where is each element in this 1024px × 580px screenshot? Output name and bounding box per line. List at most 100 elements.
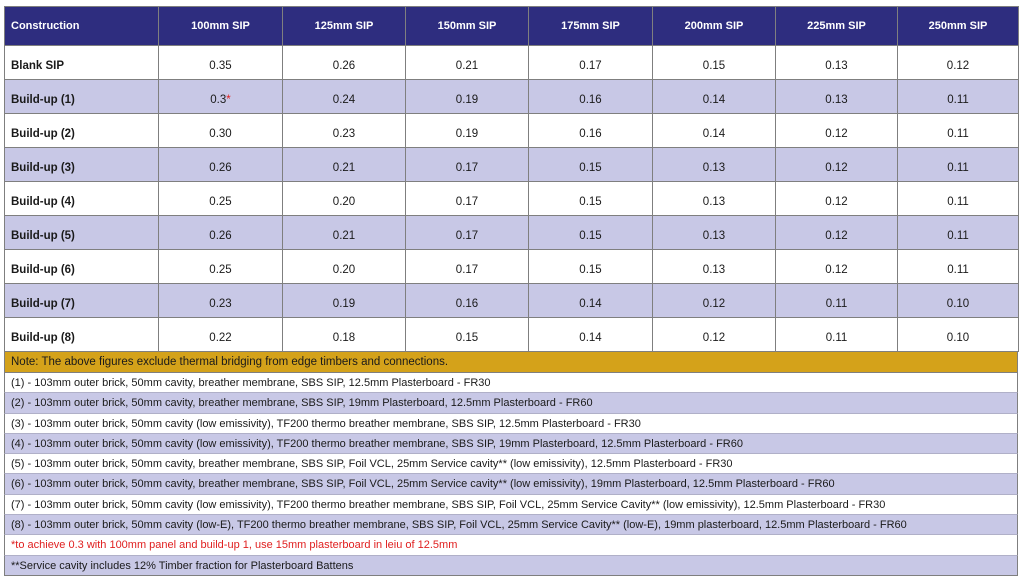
cell-value: 0.16	[455, 297, 479, 310]
table-cell: 0.11	[897, 113, 1019, 148]
build-up-legend: (1) - 103mm outer brick, 50mm cavity, br…	[4, 373, 1018, 536]
cell-value: 0.11	[947, 195, 969, 208]
table-cell: 0.20	[282, 181, 406, 216]
table-cell: 0.19	[405, 113, 529, 148]
table-body: Blank SIP 0.35 0.26 0.21 0.17 0.15 0.13 0.12 Bui…	[4, 45, 1019, 352]
table-cell: 0.21	[282, 215, 406, 250]
cell-value: 0.10	[946, 297, 970, 310]
cell-value: 0.26	[209, 161, 232, 174]
table-cell: 0.17	[405, 215, 529, 250]
table-cell: 0.15	[528, 249, 653, 284]
cell-value: 0.10	[946, 331, 970, 344]
table-cell: 0.12	[652, 283, 776, 318]
cell-value: 0.19	[455, 127, 479, 140]
cell-value: 0.21	[332, 161, 356, 174]
table-cell: 0.11	[897, 181, 1019, 216]
cell-value: 0.15	[455, 331, 479, 344]
cell-value: 0.11	[947, 161, 969, 174]
table-cell: 0.23	[158, 283, 283, 318]
table-cell: 0.13	[775, 79, 898, 114]
table-cell: 0.16	[405, 283, 529, 318]
table-cell: 0.12	[775, 249, 898, 284]
table-cell: 0.10	[897, 283, 1019, 318]
table-row: Build-up (7) 0.23 0.19 0.16 0.14 0.12 0.11 0.10	[4, 283, 1019, 318]
cell-value: 0.13	[702, 161, 726, 174]
row-label: Build-up (8)	[4, 317, 159, 352]
legend-item: (5) - 103mm outer brick, 50mm cavity, br…	[4, 454, 1018, 475]
cell-value: 0.12	[825, 263, 848, 276]
cell-value: 0.15	[579, 195, 602, 208]
legend-item: (1) - 103mm outer brick, 50mm cavity, br…	[4, 373, 1018, 394]
footnote-plasterboard: *to achieve 0.3 with 100mm panel and bui…	[4, 535, 1018, 556]
table-row: Build-up (8) 0.22 0.18 0.15 0.14 0.12 0.11 0.10	[4, 317, 1019, 352]
table-cell: 0.30	[158, 113, 283, 148]
cell-value: 0.17	[455, 161, 479, 174]
cell-value: 0.13	[825, 59, 848, 72]
table-cell: 0.17	[405, 181, 529, 216]
cell-value: 0.21	[455, 59, 479, 72]
table-cell: 0.23	[282, 113, 406, 148]
table-cell: 0.12	[775, 181, 898, 216]
table-cell: 0.13	[652, 249, 776, 284]
legend-item: (2) - 103mm outer brick, 50mm cavity, br…	[4, 393, 1018, 414]
table-row: Build-up (1) 0.3* 0.24 0.19 0.16 0.14 0.13 0.11	[4, 79, 1019, 114]
table-cell: 0.12	[775, 113, 898, 148]
row-label: Build-up (7)	[4, 283, 159, 318]
cell-value: 0.25	[209, 263, 232, 276]
cell-value: 0.13	[702, 195, 726, 208]
table-cell: 0.3*	[158, 79, 283, 114]
table-cell: 0.13	[652, 215, 776, 250]
cell-value: 0.19	[455, 93, 479, 106]
cell-value: 0.17	[455, 195, 479, 208]
cell-value: 0.24	[332, 93, 356, 106]
table-cell: 0.21	[405, 45, 529, 80]
table-cell: 0.19	[282, 283, 406, 318]
row-label: Blank SIP	[4, 45, 159, 80]
cell-value: 0.11	[825, 297, 848, 310]
cell-value: 0.14	[702, 93, 726, 106]
table-cell: 0.17	[405, 249, 529, 284]
table-row: Build-up (2) 0.30 0.23 0.19 0.16 0.14 0.12 0.11	[4, 113, 1019, 148]
table-cell: 0.16	[528, 113, 653, 148]
cell-value: 0.20	[332, 263, 356, 276]
cell-value: 0.12	[702, 331, 726, 344]
cell-value: 0.25	[209, 195, 232, 208]
table-row: Build-up (6) 0.25 0.20 0.17 0.15 0.13 0.12 0.11	[4, 249, 1019, 284]
table-row: Build-up (3) 0.26 0.21 0.17 0.15 0.13 0.12 0.11	[4, 147, 1019, 182]
table-cell: 0.14	[528, 283, 653, 318]
header-250mm: 250mm SIP	[897, 6, 1019, 46]
cell-value: 0.11	[825, 331, 848, 344]
table-cell: 0.16	[528, 79, 653, 114]
table-cell: 0.19	[405, 79, 529, 114]
cell-value: 0.13	[702, 263, 726, 276]
row-label: Build-up (4)	[4, 181, 159, 216]
table-cell: 0.26	[158, 215, 283, 250]
cell-value: 0.22	[209, 331, 232, 344]
table-cell: 0.10	[897, 317, 1019, 352]
cell-value: 0.17	[455, 229, 479, 242]
table-cell: 0.26	[158, 147, 283, 182]
header-200mm: 200mm SIP	[652, 6, 776, 46]
cell-value: 0.17	[455, 263, 479, 276]
table-cell: 0.12	[897, 45, 1019, 80]
cell-value: 0.26	[332, 59, 356, 72]
cell-value: 0.23	[332, 127, 356, 140]
cell-value: 0.17	[579, 59, 602, 72]
cell-value: 0.11	[947, 229, 969, 242]
cell-value: 0.23	[209, 297, 232, 310]
legend-item: (7) - 103mm outer brick, 50mm cavity (lo…	[4, 494, 1018, 516]
table-cell: 0.25	[158, 181, 283, 216]
legend-item: (4) - 103mm outer brick, 50mm cavity (lo…	[4, 433, 1018, 455]
table-cell: 0.18	[282, 317, 406, 352]
header-construction: Construction	[4, 6, 159, 46]
cell-value: 0.19	[332, 297, 356, 310]
cell-value: 0.14	[579, 297, 602, 310]
cell-value: 0.15	[579, 161, 602, 174]
header-row: Construction 100mm SIP 125mm SIP 150mm S…	[4, 6, 1019, 46]
table-cell: 0.12	[652, 317, 776, 352]
cell-value: 0.16	[579, 93, 602, 106]
table-cell: 0.13	[775, 45, 898, 80]
legend-item: (6) - 103mm outer brick, 50mm cavity, br…	[4, 474, 1018, 495]
table-cell: 0.11	[897, 79, 1019, 114]
cell-value: 0.12	[946, 59, 970, 72]
